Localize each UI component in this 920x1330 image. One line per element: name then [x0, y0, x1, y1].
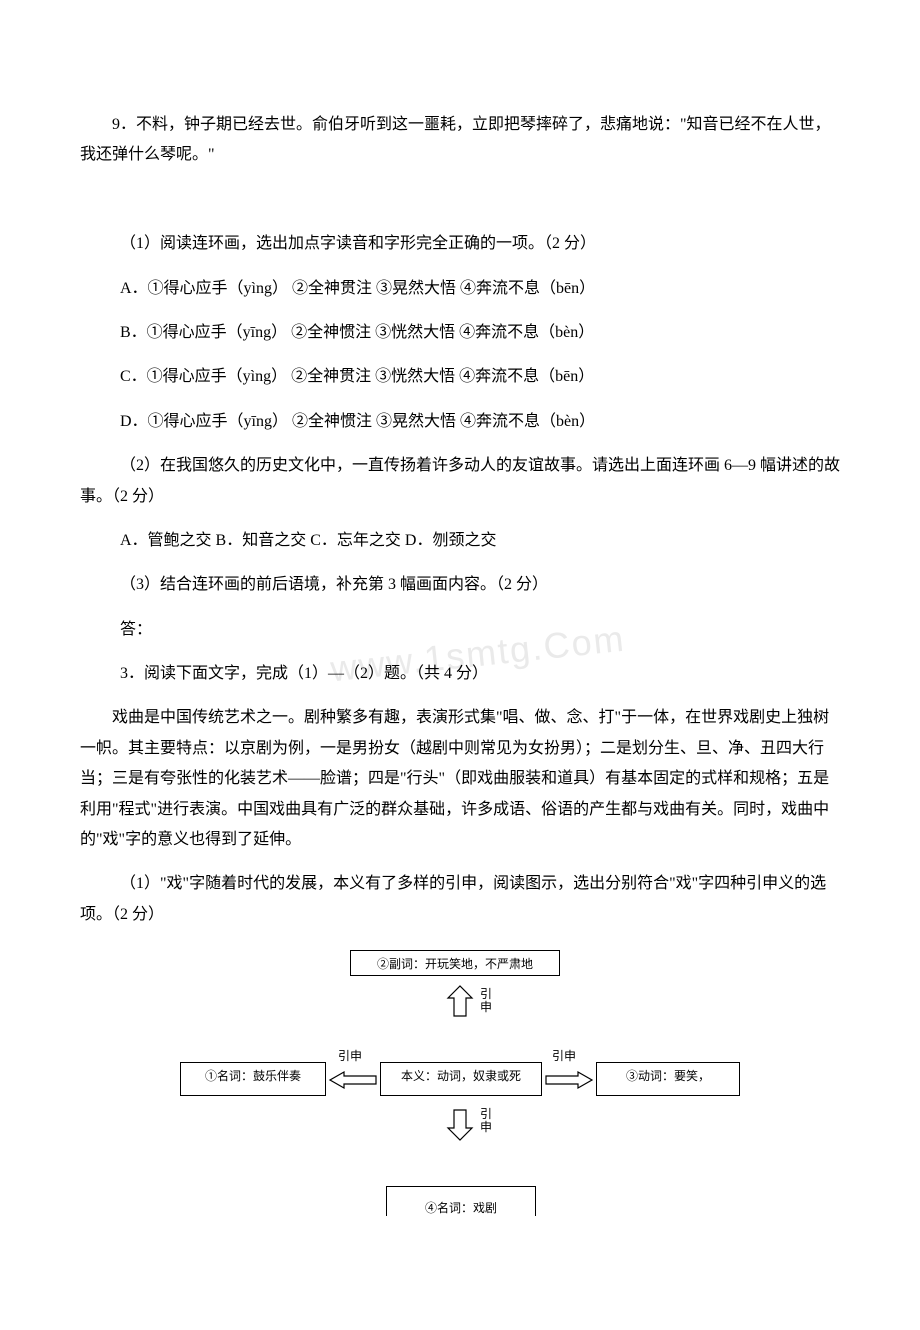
- q2-options: A．管鲍之交 B．知音之交 C．忘年之交 D．刎颈之交: [80, 526, 840, 556]
- arrow-down-icon: [444, 1110, 476, 1140]
- item-3: 3．阅读下面文字，完成（1）—（2）题。（共 4 分）: [80, 659, 840, 689]
- q1-option-d: D．①得心应手（yīng） ②全神惯注 ③晃然大悟 ④奔流不息（bèn）: [80, 407, 840, 437]
- meaning-diagram: ②副词：开玩笑地，不严肃地 引申 ①名词：鼓乐伴奏 引申 本义：动词，奴隶或死 …: [180, 950, 740, 1230]
- arrow-right-label: 引申: [552, 1050, 576, 1063]
- q3-answer-line: 答：: [80, 615, 840, 645]
- diagram-node-center: 本义：动词，奴隶或死: [380, 1062, 542, 1096]
- q1-option-c: C．①得心应手（yìng） ②全神贯注 ③恍然大悟 ④奔流不息（bēn）: [80, 362, 840, 392]
- arrow-right-icon: [546, 1070, 592, 1090]
- q3-stem: （3）结合连环画的前后语境，补充第 3 幅画面内容。（2 分）: [80, 570, 840, 600]
- arrow-left-icon: [330, 1070, 376, 1090]
- arrow-up-label: 引申: [480, 988, 494, 1014]
- diagram-node-left: ①名词：鼓乐伴奏: [180, 1062, 326, 1096]
- diagram-node-bottom: ④名词：戏剧: [386, 1186, 536, 1216]
- q2-stem: （2）在我国悠久的历史文化中，一直传扬着许多动人的友谊故事。请选出上面连环画 6…: [80, 451, 840, 512]
- paragraph-9: 9．不料，钟子期已经去世。俞伯牙听到这一噩耗，立即把琴摔碎了，悲痛地说："知音已…: [80, 110, 840, 171]
- diagram-node-top: ②副词：开玩笑地，不严肃地: [350, 950, 560, 976]
- q1-option-a: A．①得心应手（yìng） ②全神贯注 ③晃然大悟 ④奔流不息（bēn）: [80, 274, 840, 304]
- diagram-node-right: ③动词：要笑，: [596, 1062, 740, 1096]
- arrow-up-icon: [444, 986, 476, 1016]
- arrow-down-label: 引申: [480, 1108, 494, 1134]
- sub1-stem: （1）"戏"字随着时代的发展，本义有了多样的引申，阅读图示，选出分别符合"戏"字…: [80, 869, 840, 930]
- q1-option-b: B．①得心应手（yīng） ②全神惯注 ③恍然大悟 ④奔流不息（bèn）: [80, 318, 840, 348]
- arrow-left-label: 引申: [338, 1050, 362, 1063]
- spacer: [80, 185, 840, 215]
- q1-stem: （1）阅读连环画，选出加点字读音和字形完全正确的一项。（2 分）: [80, 229, 840, 259]
- passage: 戏曲是中国传统艺术之一。剧种繁多有趣，表演形式集"唱、做、念、打"于一体，在世界…: [80, 703, 840, 855]
